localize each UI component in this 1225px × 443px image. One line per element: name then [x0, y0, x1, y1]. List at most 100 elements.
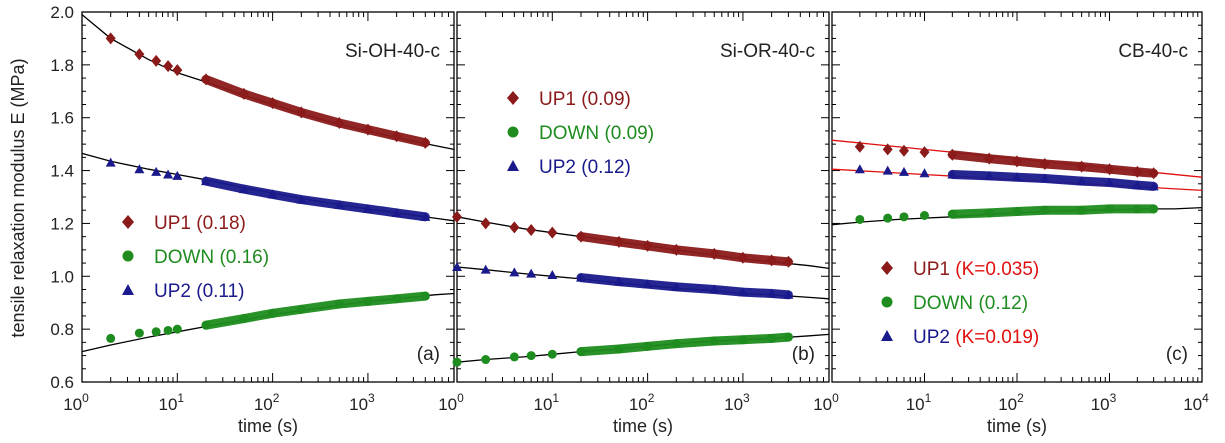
- panel-b-point-up1: [613, 235, 624, 248]
- panel-a-point-down: [334, 299, 344, 309]
- panel-a-x-tick-label: 102: [254, 391, 280, 414]
- panel-b-legend-marker-up2: [507, 160, 519, 171]
- panel-b-data-trace-up1: [576, 232, 793, 267]
- panel-c-point-up2: [947, 169, 958, 179]
- panel-c-point-up2: [919, 168, 930, 178]
- panel-b-point-down: [709, 336, 719, 346]
- panel-b-point-up2: [576, 272, 586, 282]
- panel-b-point-down: [614, 344, 624, 354]
- panel-c-point-up2: [1076, 176, 1087, 186]
- panel-b-point-down: [526, 351, 536, 361]
- panel-b-point-up2: [737, 287, 748, 297]
- panel-c-point-up2: [1039, 173, 1050, 183]
- panel-c-point-down: [855, 214, 865, 224]
- panel-b-x-tick-label: 102: [629, 391, 655, 414]
- panel-c-point-up2: [1012, 172, 1022, 182]
- panel-b-x-tick-label: 103: [724, 391, 750, 414]
- panel-a-point-up1: [105, 32, 116, 45]
- panel-a-point-up2: [105, 157, 116, 167]
- y-tick-label: 1.0: [50, 267, 74, 286]
- panel-a-x-axis-label: time (s): [238, 416, 298, 436]
- panel-a-x-tick-label: 100: [63, 391, 89, 414]
- panel-a-point-up1: [238, 87, 249, 100]
- panel-b-legend-marker-down: [507, 126, 519, 138]
- panel-c-point-down: [947, 209, 957, 219]
- y-axis-label: tensile relaxation modulus E (MPa): [8, 58, 28, 337]
- panel-a-point-up1: [296, 106, 307, 119]
- panel-c-point-up1: [947, 148, 958, 161]
- panel-c-point-up1: [984, 152, 995, 165]
- panel-a-point-up1: [362, 123, 373, 136]
- panel-a-point-down: [268, 308, 278, 318]
- panel-c-point-down: [984, 208, 994, 218]
- y-tick-label: 0.6: [50, 373, 74, 392]
- panel-c-x-axis-label: time (s): [987, 416, 1047, 436]
- panel-a-title: Si-OH-40-c: [345, 41, 440, 62]
- panel-b-data-trace-down: [576, 332, 793, 357]
- panel-a-point-up2: [391, 207, 402, 217]
- panel-a-point-down: [172, 324, 182, 334]
- panel-b-title: Si-OR-40-c: [720, 41, 815, 62]
- panel-b-point-down: [452, 357, 462, 367]
- panel-a-point-down: [239, 314, 249, 324]
- panel-a-point-up2: [267, 189, 278, 199]
- panel-b-point-up1: [766, 254, 777, 267]
- panel-a-point-down: [296, 304, 306, 314]
- panel-c-point-up1: [1132, 165, 1143, 178]
- panel-b-point-up1: [783, 255, 794, 268]
- panel-a-point-down: [134, 328, 144, 338]
- panel-b-point-up1: [576, 230, 586, 243]
- panel-a-point-down: [363, 296, 373, 306]
- panel-b-point-down: [547, 349, 557, 359]
- panel-b-legend-label-down: DOWN (0.09): [539, 123, 654, 144]
- panel-c-point-up2: [898, 166, 909, 176]
- y-tick-label: 0.8: [50, 320, 74, 339]
- panel-c-point-up2: [854, 164, 865, 174]
- panel-c-legend-label-up1: UP1 (K=0.035): [913, 259, 1039, 280]
- panel-b-point-up2: [526, 268, 537, 278]
- panel-a-x-tick-label: 103: [349, 391, 375, 414]
- panel-c-point-up2: [1132, 180, 1143, 190]
- panel-c-point-up1: [898, 144, 909, 157]
- panel-a-legend-marker-up2: [122, 284, 134, 295]
- panel-a-point-up2: [238, 184, 249, 194]
- panel-c-point-up1: [919, 146, 930, 159]
- panel-c-point-up1: [882, 143, 893, 156]
- panel-c-point-down: [1149, 204, 1159, 214]
- panel-c-point-up1: [1039, 157, 1050, 170]
- y-tick-label: 1.2: [50, 214, 74, 233]
- panel-a-point-up2: [334, 199, 345, 209]
- panel-c-legend-marker-up2: [881, 330, 893, 341]
- y-tick-label: 1.6: [50, 109, 74, 128]
- panel-a-data-trace-down: [201, 291, 430, 330]
- panel-c-data-trace-down: [947, 204, 1159, 219]
- panel-a-point-up2: [201, 176, 211, 186]
- panel-c-legend-marker-down: [881, 296, 893, 308]
- panel-a-point-up1: [201, 73, 211, 86]
- panel-a-point-up1: [163, 60, 174, 73]
- panel-b-point-up1: [642, 239, 653, 252]
- panel-b-point-up2: [509, 267, 520, 277]
- panel-a-legend-label-up2: UP2 (0.11): [154, 281, 244, 302]
- panel-c-point-up1: [854, 140, 865, 153]
- panel-b-point-up2: [766, 288, 777, 298]
- panel-c-point-down: [1132, 204, 1142, 214]
- panel-b-point-down: [783, 332, 793, 342]
- panel-a-point-up2: [296, 194, 307, 204]
- panel-a-fit-line-up1: [81, 14, 455, 151]
- panel-b-point-down: [767, 333, 777, 343]
- panel-c-x-tick-label: 103: [1091, 391, 1117, 414]
- panel-a-point-down: [106, 333, 116, 343]
- panel-c-point-down: [1077, 205, 1087, 215]
- panel-b-point-up2: [480, 264, 491, 274]
- panel-c-legend-marker-up1: [881, 261, 893, 275]
- panel-b-point-up1: [737, 251, 748, 264]
- panel-a-legend-label-up1: UP1 (0.18): [154, 213, 246, 234]
- panel-c-point-up1: [1148, 167, 1159, 180]
- panel-c-legend-label-up2: UP2 (K=0.019): [913, 327, 1039, 348]
- y-tick-label: 1.4: [50, 162, 74, 181]
- panel-c-point-down: [899, 212, 909, 222]
- panel-c-legend-label-down: DOWN (0.12): [913, 293, 1028, 314]
- panel-a-point-up1: [151, 54, 162, 67]
- panel-a-x-tick-label: 101: [159, 391, 185, 414]
